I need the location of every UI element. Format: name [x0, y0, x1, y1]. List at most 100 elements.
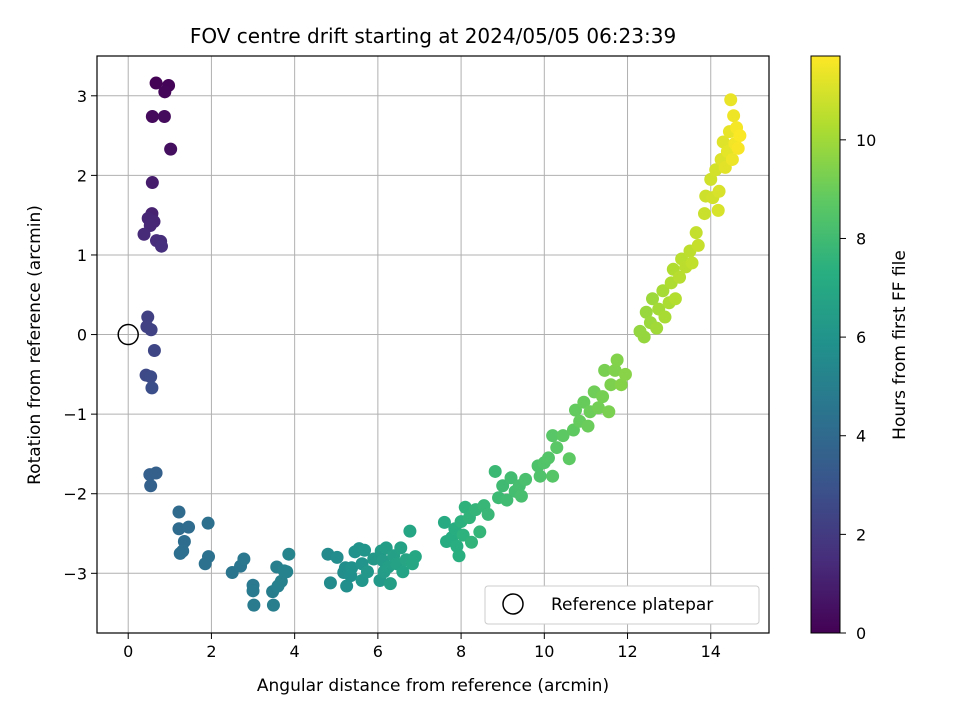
data-point [514, 489, 528, 503]
y-tick-label: 2 [77, 166, 87, 185]
y-tick-label: −2 [63, 485, 87, 504]
data-point [396, 565, 410, 579]
data-point [546, 429, 560, 443]
data-point [596, 390, 610, 404]
colorbar-ticks: 0 2 4 6 8 10 [840, 131, 876, 643]
data-point [569, 403, 583, 417]
data-point [458, 500, 472, 514]
data-point [358, 543, 372, 557]
x-axis-ticks: 0 2 4 6 8 10 12 14 [123, 633, 721, 661]
data-point [598, 363, 612, 377]
x-tick-label: 4 [290, 642, 300, 661]
colorbar-tick-label: 4 [856, 427, 866, 446]
x-tick-label: 12 [617, 642, 637, 661]
colorbar-tick-label: 6 [856, 328, 866, 347]
data-point [556, 429, 570, 443]
y-tick-label: 0 [77, 326, 87, 345]
grid [97, 56, 769, 633]
data-point [685, 256, 699, 270]
data-point [280, 565, 294, 579]
data-point [691, 238, 705, 252]
data-point [173, 546, 187, 560]
data-point [577, 395, 591, 409]
data-point [673, 270, 687, 284]
data-point [147, 343, 161, 357]
data-point [172, 522, 186, 536]
data-point [637, 330, 651, 344]
data-point [408, 550, 422, 564]
data-point [481, 507, 495, 521]
reference-platepar-marker [117, 323, 139, 346]
data-point [504, 471, 518, 485]
data-point [591, 401, 605, 415]
x-tick-label: 14 [701, 642, 721, 661]
y-tick-label: 3 [77, 87, 87, 106]
chart-title: FOV centre drift starting at 2024/05/05 … [190, 24, 676, 48]
data-point [614, 378, 628, 392]
data-point [725, 152, 739, 166]
data-point [731, 141, 745, 155]
data-point [488, 464, 502, 478]
legend: Reference platepar [484, 585, 760, 625]
data-point [266, 598, 280, 612]
colorbar-label: Hours from first FF file [890, 250, 910, 440]
colorbar-gradient [810, 55, 841, 634]
data-point [496, 479, 510, 493]
data-point [282, 547, 296, 561]
y-tick-label: 1 [77, 246, 87, 265]
data-point [246, 584, 260, 598]
data-point [602, 405, 616, 419]
data-point [137, 227, 151, 241]
data-point [727, 109, 741, 123]
data-point [546, 469, 560, 483]
data-point [581, 419, 595, 433]
data-point [473, 525, 487, 539]
data-point [698, 207, 712, 221]
data-point [154, 239, 168, 253]
data-point [145, 109, 159, 123]
data-point [164, 142, 178, 156]
data-point [452, 549, 466, 563]
data-point [610, 353, 624, 367]
x-tick-label: 8 [456, 642, 466, 661]
data-point [141, 310, 155, 324]
data-point [711, 203, 725, 217]
data-point [172, 505, 186, 519]
x-tick-label: 10 [534, 642, 554, 661]
data-point [704, 172, 718, 186]
data-point [562, 452, 576, 466]
colorbar-tick-label: 0 [856, 624, 866, 643]
data-point [608, 363, 622, 377]
data-point [247, 598, 261, 612]
data-point [323, 576, 337, 590]
data-point [668, 292, 682, 306]
data-point [274, 574, 288, 588]
data-point [724, 93, 738, 107]
data-point [144, 479, 158, 493]
colorbar: 0 2 4 6 8 10 Hours from first FF file [810, 55, 910, 643]
data-point [533, 469, 547, 483]
data-point [689, 226, 703, 240]
x-axis-label: Angular distance from reference (arcmin) [257, 676, 609, 696]
data-point [158, 85, 172, 99]
data-point [149, 76, 163, 90]
y-axis-label: Rotation from reference (arcmin) [25, 205, 45, 485]
data-point [541, 451, 555, 465]
legend-label: Reference platepar [551, 595, 713, 615]
data-point [237, 552, 251, 566]
data-point [656, 284, 670, 298]
plot-frame [96, 55, 770, 634]
legend-marker [502, 593, 524, 615]
data-point [360, 565, 374, 579]
colorbar-tick-label: 8 [856, 229, 866, 248]
data-point [604, 378, 618, 392]
data-point [618, 367, 632, 381]
data-point [145, 381, 159, 395]
data-points [117, 76, 747, 612]
data-point [658, 310, 672, 324]
colorbar-tick-label: 10 [856, 131, 876, 150]
x-tick-label: 6 [373, 642, 383, 661]
data-point [157, 109, 171, 123]
data-point [198, 557, 212, 571]
